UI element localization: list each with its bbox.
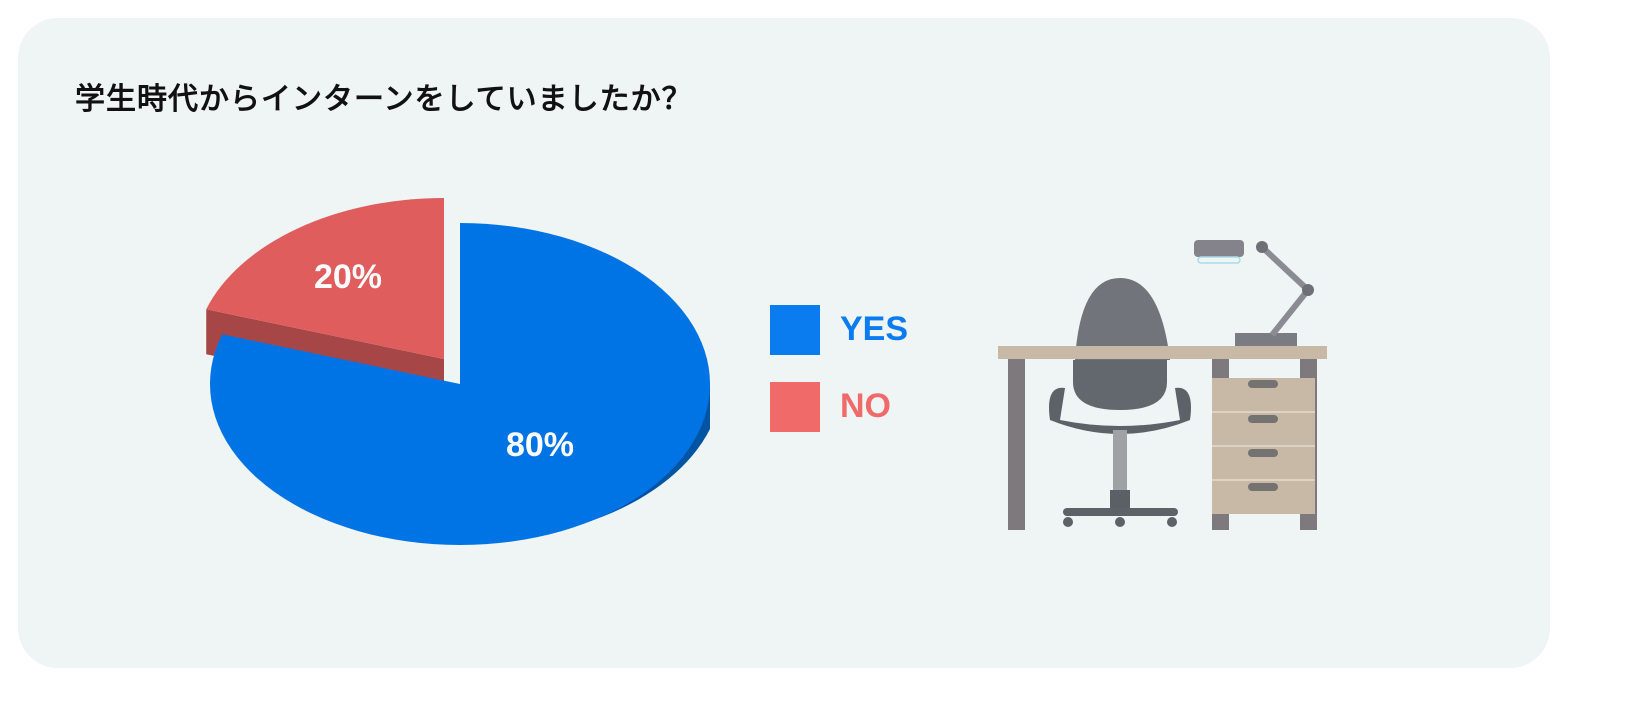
pie-slice-no <box>206 198 444 359</box>
legend-swatch-no <box>770 382 820 432</box>
pie-slice-yes <box>210 223 710 545</box>
legend-label-no: NO <box>840 387 891 425</box>
legend-swatch-yes <box>770 305 820 355</box>
lamp <box>1194 240 1314 348</box>
chart-title: 学生時代からインターンをしていましたか？ <box>75 82 693 117</box>
drawer-cabinet <box>1212 378 1315 514</box>
chair <box>1049 278 1191 527</box>
data-label-no: 20% <box>314 258 382 296</box>
desk <box>998 346 1327 530</box>
legend-label-yes: YES <box>840 310 909 348</box>
data-label-yes: 80% <box>506 426 574 464</box>
